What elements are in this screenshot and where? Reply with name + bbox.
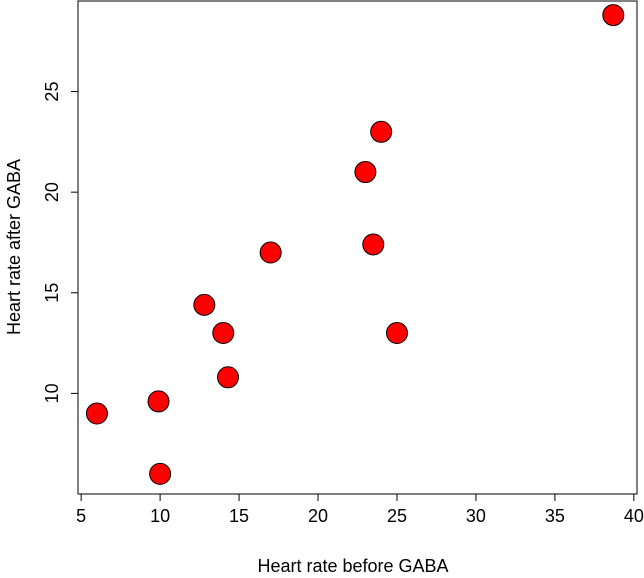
x-axis: 5 10 15 20 25 30 35 40 [76, 494, 644, 526]
y-tick-label: 25 [42, 82, 62, 102]
data-point [147, 390, 170, 413]
y-axis: 10 15 20 25 [42, 82, 78, 403]
x-tick-label: 30 [466, 506, 486, 526]
data-points [85, 4, 625, 485]
x-tick-label: 15 [229, 506, 249, 526]
data-point [217, 366, 240, 389]
data-point [602, 4, 625, 27]
x-tick-label: 5 [76, 506, 86, 526]
data-point [259, 241, 282, 264]
x-tick-label: 20 [308, 506, 328, 526]
x-tick-label: 40 [624, 506, 644, 526]
data-point [212, 322, 235, 345]
plot-frame [77, 0, 638, 495]
data-point [370, 120, 393, 143]
data-point [385, 322, 408, 345]
data-point [354, 161, 377, 184]
x-tick-label: 25 [387, 506, 407, 526]
y-tick-label: 10 [42, 383, 62, 403]
y-tick-label: 15 [42, 283, 62, 303]
x-axis-label: Heart rate before GABA [257, 556, 448, 576]
data-point [362, 233, 385, 256]
data-point [85, 402, 108, 425]
y-axis-label: Heart rate after GABA [4, 159, 24, 335]
data-point [193, 293, 216, 316]
y-tick-label: 20 [42, 182, 62, 202]
data-point [149, 462, 172, 485]
x-tick-label: 10 [150, 506, 170, 526]
x-tick-label: 35 [545, 506, 565, 526]
